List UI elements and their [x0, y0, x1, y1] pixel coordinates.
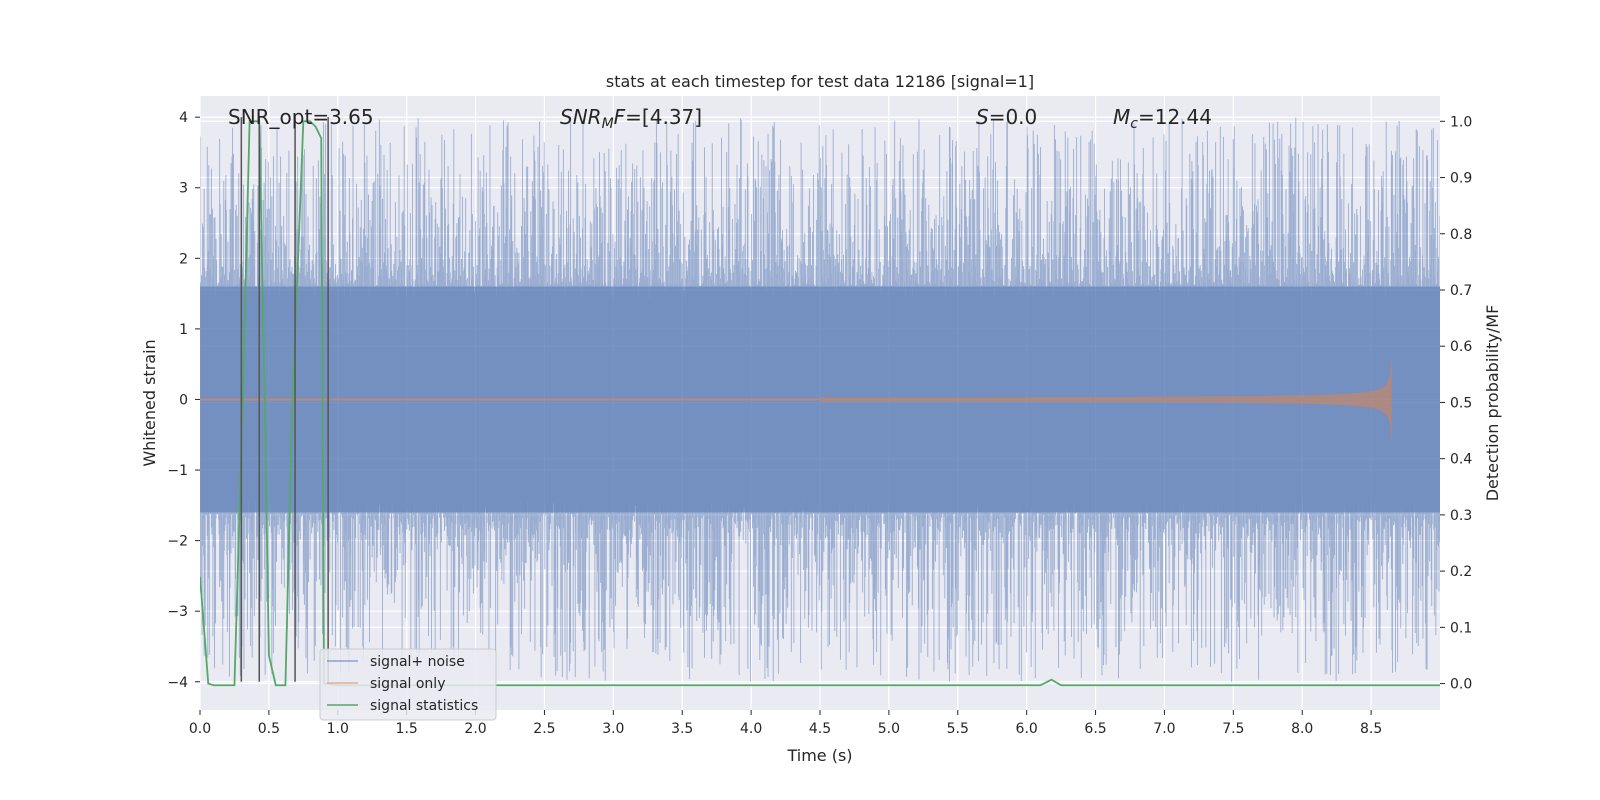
x-tick-label: 1.5: [396, 721, 418, 737]
y-right-tick-label: 0.1: [1450, 620, 1472, 636]
x-tick-label: 1.0: [327, 721, 349, 737]
x-tick-label: 6.5: [1084, 721, 1106, 737]
y-right-tick-label: 1.0: [1450, 114, 1472, 130]
y-right-tick-label: 0.8: [1450, 227, 1472, 243]
vertical-markers: [240, 117, 329, 682]
x-tick-label: 4.5: [809, 721, 831, 737]
x-tick-label: 3.5: [671, 721, 693, 737]
series-layer: [200, 117, 1440, 687]
y-right-tick-label: 0.3: [1450, 508, 1472, 524]
y-right-tick-label: 0.5: [1450, 395, 1472, 411]
y-right-tick-label: 0.9: [1450, 171, 1472, 187]
annotation-mc: Mc=12.44: [1113, 105, 1212, 132]
y-tick-label: 0: [179, 392, 188, 408]
chart-title: stats at each timestep for test data 121…: [606, 72, 1034, 91]
x-tick-label: 5.0: [878, 721, 900, 737]
y-tick-label: 1: [179, 322, 188, 338]
y-tick-label: 2: [179, 251, 188, 267]
x-tick-label: 0.5: [258, 721, 280, 737]
x-tick-label: 2.5: [533, 721, 555, 737]
y-right-tick-label: 0.0: [1450, 677, 1472, 693]
y-axis-label: Whitened strain: [140, 339, 159, 466]
y-right-tick-label: 0.4: [1450, 452, 1472, 468]
x-tick-label: 5.5: [947, 721, 969, 737]
y-tick-label: 3: [179, 181, 188, 197]
x-tick-label: 6.0: [1016, 721, 1038, 737]
x-tick-label: 2.0: [464, 721, 486, 737]
x-tick-label: 7.5: [1222, 721, 1244, 737]
x-tick-label: 3.0: [602, 721, 624, 737]
series-signal-only: [820, 357, 1392, 442]
legend-box: [319, 648, 497, 721]
annotation-s: S=0.0: [976, 105, 1037, 129]
x-tick-label: 8.5: [1360, 721, 1382, 737]
legend-label-signal-statistics: signal statistics: [370, 698, 478, 714]
x-axis-label: Time (s): [786, 746, 852, 765]
x-tick-label: 4.0: [740, 721, 762, 737]
x-tick-label: 7.0: [1153, 721, 1175, 737]
y-tick-label: −2: [167, 534, 188, 550]
y-tick-label: 4: [179, 110, 188, 126]
legend-label-signal-noise: signal+ noise: [370, 654, 465, 670]
y-tick-label: −4: [167, 675, 188, 691]
y-right-axis-label: Detection probability/MF: [1483, 305, 1502, 502]
y-tick-label: −3: [167, 604, 188, 620]
x-tick-label: 0.0: [189, 721, 211, 737]
legend: signal+ noise signal only signal statist…: [319, 648, 497, 721]
annotation-snr-opt: SNR_opt=3.65: [228, 105, 374, 129]
y-right-tick-label: 0.7: [1450, 283, 1472, 299]
y-right-tick-label: 0.2: [1450, 564, 1472, 580]
annotation-snr-mf: SNRMF=[4.37]: [560, 105, 702, 132]
y-tick-label: −1: [167, 463, 188, 479]
axes: 0.0 0.5 1.0 1.5 2.0 2.5 3.0 3.5 4.0 4.5 5.0 5.5 6.0 6…: [167, 110, 1472, 737]
x-tick-label: 8.0: [1291, 721, 1313, 737]
y-right-tick-label: 0.6: [1450, 339, 1472, 355]
legend-label-signal-only: signal only: [370, 676, 445, 692]
